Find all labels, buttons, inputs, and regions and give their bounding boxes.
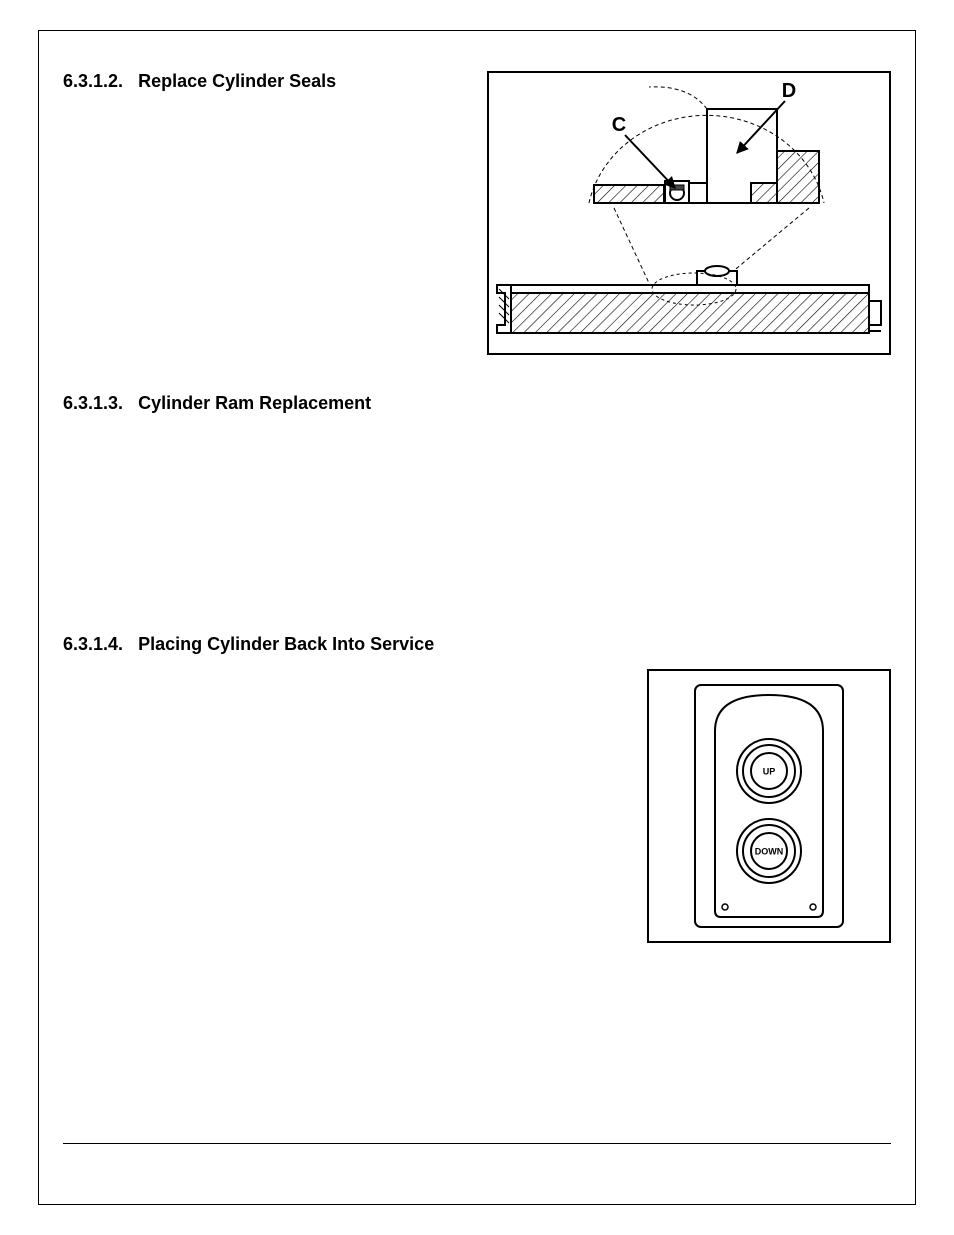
figure-cylinder-seal-detail: C D — [487, 71, 891, 355]
section-replace-seals: 6.3.1.2. Replace Cylinder Seals — [63, 71, 891, 355]
section-ram-replacement: 6.3.1.3. Cylinder Ram Replacement — [63, 393, 891, 414]
heading-number: 6.3.1.2. — [63, 71, 123, 91]
heading-number: 6.3.1.3. — [63, 393, 123, 413]
page: 6.3.1.2. Replace Cylinder Seals — [0, 0, 954, 1235]
cylinder-seal-svg: C D — [489, 73, 889, 353]
heading-6-3-1-3: 6.3.1.3. Cylinder Ram Replacement — [63, 393, 891, 414]
heading-title: Placing Cylinder Back Into Service — [138, 634, 434, 654]
up-button-label: UP — [763, 766, 776, 776]
heading-6-3-1-4: 6.3.1.4. Placing Cylinder Back Into Serv… — [63, 634, 891, 655]
down-button-label: DOWN — [755, 846, 784, 856]
heading-number: 6.3.1.4. — [63, 634, 123, 654]
detail-label-d: D — [782, 80, 796, 102]
page-content-frame: 6.3.1.2. Replace Cylinder Seals — [38, 30, 916, 1205]
figure-pendant-control: UP DOWN — [647, 669, 891, 943]
heading-6-3-1-2: 6.3.1.2. Replace Cylinder Seals — [63, 71, 469, 92]
section-text-col: 6.3.1.2. Replace Cylinder Seals — [63, 71, 469, 106]
heading-title: Replace Cylinder Seals — [138, 71, 336, 91]
pendant-svg: UP DOWN — [649, 671, 889, 941]
section-back-into-service: 6.3.1.4. Placing Cylinder Back Into Serv… — [63, 634, 891, 943]
section-4-row: UP DOWN — [63, 669, 891, 943]
heading-title: Cylinder Ram Replacement — [138, 393, 371, 413]
detail-label-c: C — [612, 114, 626, 136]
footer-rule — [63, 1143, 891, 1144]
